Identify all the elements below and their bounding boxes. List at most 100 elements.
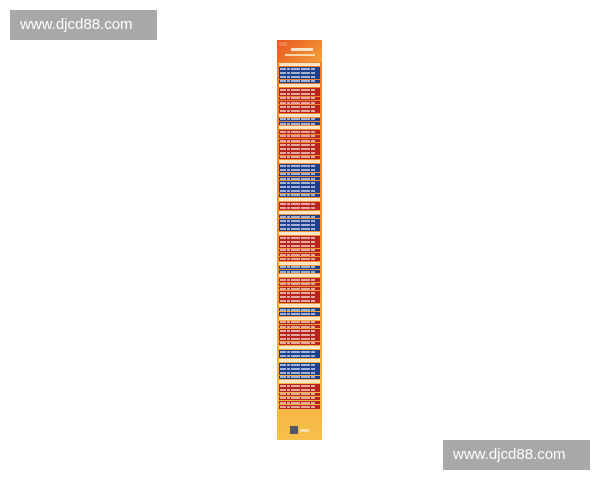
match-cell xyxy=(287,164,290,167)
match-cell xyxy=(301,143,310,146)
match-cell xyxy=(291,80,300,83)
match-row xyxy=(279,256,320,261)
match-cell xyxy=(280,397,286,400)
match-cell xyxy=(301,308,310,311)
match-cell xyxy=(287,71,290,74)
match-cell xyxy=(301,236,310,239)
match-row xyxy=(279,100,320,105)
match-cell xyxy=(291,245,300,248)
match-block-blue xyxy=(279,358,320,380)
match-cell xyxy=(301,139,310,142)
match-row xyxy=(279,400,320,405)
match-cell xyxy=(280,249,286,252)
match-cell xyxy=(311,393,315,396)
match-cell xyxy=(311,287,315,290)
match-cell xyxy=(301,219,310,222)
match-row xyxy=(279,240,320,244)
match-cell xyxy=(301,287,310,290)
match-cell xyxy=(280,143,286,146)
match-cell xyxy=(287,376,290,379)
match-cell xyxy=(311,325,315,328)
match-cell xyxy=(291,101,300,104)
match-cell xyxy=(280,389,286,392)
match-cell xyxy=(301,266,310,269)
match-cell xyxy=(280,350,286,353)
match-cell xyxy=(287,122,290,125)
match-cell xyxy=(287,224,290,227)
match-cell xyxy=(280,236,286,239)
match-cell xyxy=(301,401,310,404)
match-cell xyxy=(301,67,310,70)
match-cell xyxy=(301,270,310,273)
match-cell xyxy=(311,308,315,311)
match-cell xyxy=(280,164,286,167)
match-cell xyxy=(291,372,300,375)
match-cell xyxy=(287,148,290,151)
match-cell xyxy=(291,76,300,79)
match-block-red xyxy=(279,84,320,113)
block-label-bar xyxy=(279,380,320,384)
match-cell xyxy=(311,253,315,256)
match-cell xyxy=(280,405,286,408)
match-cell xyxy=(291,241,300,244)
match-cell xyxy=(287,67,290,70)
match-cell xyxy=(287,389,290,392)
match-cell xyxy=(301,405,310,408)
match-row xyxy=(279,71,320,75)
match-cell xyxy=(301,389,310,392)
match-cell xyxy=(287,393,290,396)
match-cell xyxy=(301,241,310,244)
match-blocks xyxy=(277,62,322,409)
match-cell xyxy=(287,88,290,91)
match-cell xyxy=(280,342,286,345)
match-cell xyxy=(287,97,290,100)
match-cell xyxy=(311,135,315,138)
match-cell xyxy=(287,397,290,400)
match-cell xyxy=(280,291,286,294)
match-cell xyxy=(301,367,310,370)
match-row xyxy=(279,384,320,388)
match-row xyxy=(279,307,320,312)
match-cell xyxy=(280,80,286,83)
match-cell xyxy=(291,308,300,311)
match-cell xyxy=(287,93,290,96)
match-cell xyxy=(291,93,300,96)
match-row xyxy=(279,354,320,358)
match-cell xyxy=(280,169,286,172)
match-cell xyxy=(287,363,290,366)
match-cell xyxy=(291,156,300,159)
match-cell xyxy=(287,215,290,218)
match-block-blue xyxy=(279,261,320,274)
match-row xyxy=(279,121,320,126)
match-cell xyxy=(291,164,300,167)
match-cell xyxy=(311,190,315,193)
match-cell xyxy=(287,321,290,324)
match-cell xyxy=(287,308,290,311)
match-cell xyxy=(291,287,300,290)
match-cell xyxy=(280,207,286,210)
match-row xyxy=(279,138,320,143)
poster-header xyxy=(277,40,322,62)
match-cell xyxy=(280,266,286,269)
match-row xyxy=(279,206,320,210)
match-cell xyxy=(291,334,300,337)
match-block-red xyxy=(279,198,320,210)
match-cell xyxy=(280,241,286,244)
match-cell xyxy=(311,321,315,324)
match-block-blue xyxy=(279,346,320,358)
block-label-bar xyxy=(279,274,320,278)
match-cell xyxy=(291,291,300,294)
match-row xyxy=(279,299,320,303)
match-cell xyxy=(301,190,310,193)
match-cell xyxy=(311,291,315,294)
match-cell xyxy=(280,338,286,341)
match-cell xyxy=(311,372,315,375)
match-cell xyxy=(287,253,290,256)
match-cell xyxy=(291,185,300,188)
match-row xyxy=(279,367,320,371)
match-cell xyxy=(287,190,290,193)
match-cell xyxy=(301,88,310,91)
match-cell xyxy=(280,329,286,332)
match-cell xyxy=(311,194,315,197)
match-row xyxy=(279,189,320,193)
